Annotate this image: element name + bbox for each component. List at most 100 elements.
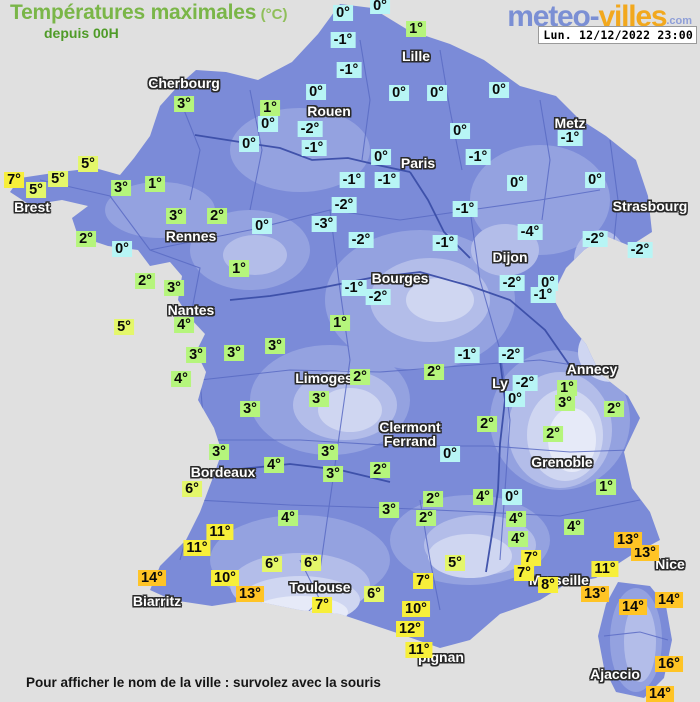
temperature-chip[interactable]: -1° <box>339 172 365 188</box>
temperature-chip[interactable]: 4° <box>508 531 528 547</box>
temperature-chip[interactable]: -1° <box>557 130 583 146</box>
temperature-chip[interactable]: -1° <box>452 201 478 217</box>
temperature-chip[interactable]: -2° <box>499 275 525 291</box>
temperature-chip[interactable]: 0° <box>389 85 409 101</box>
temperature-chip[interactable]: -1° <box>341 280 367 296</box>
temperature-chip[interactable]: -4° <box>517 224 543 240</box>
temperature-chip[interactable]: 7° <box>521 550 541 566</box>
temperature-chip[interactable]: 0° <box>507 175 527 191</box>
temperature-chip[interactable]: 7° <box>514 565 534 581</box>
temperature-chip[interactable]: -1° <box>530 287 556 303</box>
temperature-chip[interactable]: 0° <box>112 241 132 257</box>
temperature-chip[interactable]: 7° <box>4 172 24 188</box>
temperature-chip[interactable]: -1° <box>465 149 491 165</box>
temperature-chip[interactable]: 11° <box>405 642 433 658</box>
temperature-chip[interactable]: 7° <box>413 573 433 589</box>
temperature-chip[interactable]: 12° <box>396 621 424 637</box>
temperature-chip[interactable]: -1° <box>336 62 362 78</box>
temperature-chip[interactable]: 4° <box>473 489 493 505</box>
temperature-chip[interactable]: 0° <box>427 85 447 101</box>
temperature-chip[interactable]: 2° <box>424 364 444 380</box>
temperature-chip[interactable]: -2° <box>582 231 608 247</box>
temperature-chip[interactable]: 6° <box>262 556 282 572</box>
temperature-chip[interactable]: 11° <box>591 561 619 577</box>
temperature-chip[interactable]: 4° <box>506 511 526 527</box>
temperature-chip[interactable]: -3° <box>311 216 337 232</box>
temperature-chip[interactable]: 2° <box>135 273 155 289</box>
temperature-chip[interactable]: 6° <box>182 481 202 497</box>
temperature-chip[interactable]: 2° <box>350 369 370 385</box>
temperature-chip[interactable]: 2° <box>477 416 497 432</box>
temperature-chip[interactable]: 5° <box>114 319 134 335</box>
temperature-chip[interactable]: 0° <box>258 116 278 132</box>
temperature-chip[interactable]: -2° <box>365 289 391 305</box>
temperature-chip[interactable]: 0° <box>489 82 509 98</box>
temperature-chip[interactable]: 0° <box>370 0 390 14</box>
temperature-chip[interactable]: 3° <box>224 345 244 361</box>
temperature-chip[interactable]: 2° <box>76 231 96 247</box>
temperature-chip[interactable]: 5° <box>445 555 465 571</box>
temperature-chip[interactable]: 3° <box>265 338 285 354</box>
temperature-chip[interactable]: 1° <box>557 380 577 396</box>
temperature-chip[interactable]: 14° <box>619 599 647 615</box>
temperature-chip[interactable]: -2° <box>331 197 357 213</box>
temperature-chip[interactable]: -1° <box>301 140 327 156</box>
temperature-chip[interactable]: 11° <box>183 540 211 556</box>
temperature-chip[interactable]: 16° <box>655 656 683 672</box>
temperature-chip[interactable]: 0° <box>502 489 522 505</box>
temperature-chip[interactable]: 1° <box>145 176 165 192</box>
temperature-chip[interactable]: 5° <box>26 182 46 198</box>
temperature-chip[interactable]: 1° <box>596 479 616 495</box>
temperature-chip[interactable]: 11° <box>206 524 234 540</box>
temperature-chip[interactable]: 13° <box>631 545 659 561</box>
temperature-chip[interactable]: -2° <box>498 347 524 363</box>
temperature-chip[interactable]: 3° <box>174 96 194 112</box>
temperature-chip[interactable]: 0° <box>239 136 259 152</box>
temperature-chip[interactable]: 3° <box>323 466 343 482</box>
temperature-chip[interactable]: -2° <box>512 375 538 391</box>
temperature-chip[interactable]: 3° <box>209 444 229 460</box>
temperature-chip[interactable]: -1° <box>374 172 400 188</box>
temperature-chip[interactable]: 7° <box>312 597 332 613</box>
temperature-chip[interactable]: 13° <box>614 532 642 548</box>
temperature-chip[interactable]: 2° <box>416 510 436 526</box>
temperature-chip[interactable]: 14° <box>138 570 166 586</box>
temperature-chip[interactable]: -2° <box>348 232 374 248</box>
temperature-chip[interactable]: 5° <box>48 171 68 187</box>
temperature-chip[interactable]: 3° <box>166 208 186 224</box>
temperature-chip[interactable]: 0° <box>333 5 353 21</box>
temperature-chip[interactable]: 3° <box>379 502 399 518</box>
temperature-chip[interactable]: 8° <box>538 577 558 593</box>
temperature-chip[interactable]: 2° <box>207 208 227 224</box>
temperature-chip[interactable]: 0° <box>505 391 525 407</box>
temperature-chip[interactable]: 3° <box>555 395 575 411</box>
temperature-chip[interactable]: 0° <box>252 218 272 234</box>
temperature-chip[interactable]: 5° <box>78 156 98 172</box>
temperature-chip[interactable]: 3° <box>240 401 260 417</box>
temperature-chip[interactable]: 4° <box>264 457 284 473</box>
temperature-chip[interactable]: 13° <box>581 586 609 602</box>
temperature-chip[interactable]: -1° <box>330 32 356 48</box>
temperature-chip[interactable]: 3° <box>186 347 206 363</box>
temperature-chip[interactable]: 2° <box>543 426 563 442</box>
temperature-chip[interactable]: 1° <box>330 315 350 331</box>
temperature-chip[interactable]: -1° <box>454 347 480 363</box>
temperature-chip[interactable]: -2° <box>297 121 323 137</box>
temperature-chip[interactable]: 2° <box>423 491 443 507</box>
temperature-chip[interactable]: 14° <box>646 686 674 702</box>
temperature-chip[interactable]: 4° <box>174 317 194 333</box>
temperature-chip[interactable]: 6° <box>364 586 384 602</box>
temperature-chip[interactable]: 0° <box>371 149 391 165</box>
temperature-chip[interactable]: 0° <box>306 84 326 100</box>
temperature-chip[interactable]: 3° <box>309 391 329 407</box>
temperature-chip[interactable]: 10° <box>402 601 430 617</box>
temperature-chip[interactable]: 4° <box>564 519 584 535</box>
temperature-chip[interactable]: 6° <box>301 555 321 571</box>
temperature-chip[interactable]: 3° <box>111 180 131 196</box>
temperature-chip[interactable]: 1° <box>229 261 249 277</box>
temperature-chip[interactable]: -1° <box>432 235 458 251</box>
temperature-chip[interactable]: 2° <box>604 401 624 417</box>
temperature-chip[interactable]: 1° <box>406 21 426 37</box>
temperature-chip[interactable]: 2° <box>370 462 390 478</box>
